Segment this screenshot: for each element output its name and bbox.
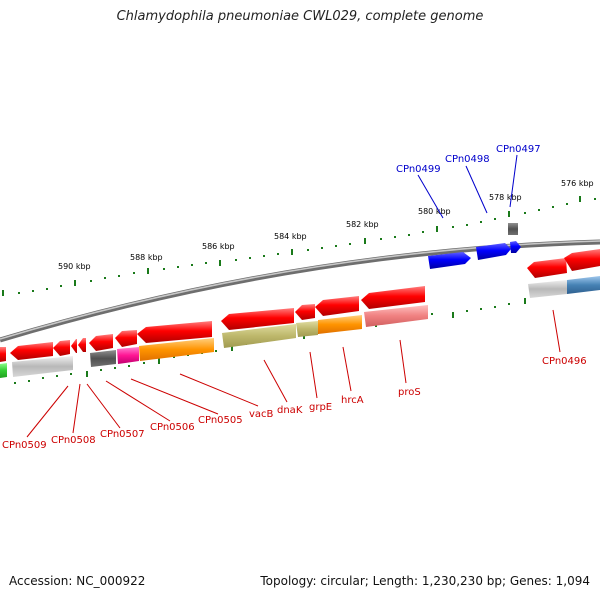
gene-reverse (221, 308, 294, 330)
reverse-leaders (26, 309, 561, 438)
gene-reverse (115, 330, 137, 347)
scale-label: 590 kbp (58, 262, 91, 271)
reverse-labels: CPn0496 proS hrcA grpE dnaK vacB CPn0505… (2, 356, 587, 451)
gene-reverse (10, 342, 53, 360)
forward-genes (428, 223, 521, 269)
feature-bar (364, 305, 428, 327)
feature-bar (0, 363, 7, 378)
gene-label-cpn0506: CPn0506 (150, 422, 195, 433)
gene-forward (428, 252, 471, 269)
forward-labels: CPn0499 CPn0498 CPn0497 (396, 144, 541, 175)
scale-label: 578 kbp (489, 193, 522, 202)
gene-reverse (315, 296, 359, 316)
gene-label-dnak: dnaK (277, 405, 303, 416)
feature-bar (528, 280, 567, 298)
gene-label-cpn0508: CPn0508 (51, 435, 96, 446)
gene-reverse (361, 286, 425, 309)
reverse-genes (0, 249, 600, 362)
gene-reverse (89, 334, 113, 351)
gene-reverse (295, 304, 315, 320)
gene-label-grpe: grpE (309, 402, 332, 413)
accession-text: Accession: NC_000922 (9, 574, 146, 588)
scale-label: 586 kbp (202, 242, 235, 251)
feature-bar (567, 276, 600, 294)
feature-bar (90, 350, 116, 367)
gene-label-hrca: hrcA (341, 395, 364, 406)
gene-reverse (0, 347, 6, 362)
scale-label: 576 kbp (561, 179, 594, 188)
map-title: Chlamydophila pneumoniae CWL029, complet… (116, 9, 484, 24)
scale-label: 580 kbp (418, 207, 451, 216)
gene-reverse (137, 321, 212, 343)
scale-label: 588 kbp (130, 253, 163, 262)
scale-labels: 576 kbp 578 kbp 580 kbp 582 kbp 584 kbp … (58, 179, 594, 271)
gene-label-cpn0499: CPn0499 (396, 164, 441, 175)
gene-label-cpn0505: CPn0505 (198, 415, 243, 426)
scale-label: 584 kbp (274, 232, 307, 241)
gene-reverse (564, 249, 600, 271)
feature-bar (296, 321, 318, 337)
feature-bars (0, 276, 600, 378)
scale-label: 582 kbp (346, 220, 379, 229)
outer-scale-ticks (2, 196, 596, 296)
gene-forward (510, 241, 521, 253)
gene-label-cpn0497: CPn0497 (496, 144, 541, 155)
gene-reverse (527, 258, 567, 278)
feature-bar (117, 347, 139, 364)
feature-bar (12, 356, 73, 377)
gene-forward (476, 243, 511, 260)
gene-reverse (78, 338, 86, 352)
gene-label-cpn0507: CPn0507 (100, 429, 145, 440)
feature-bar (222, 324, 296, 348)
gene-label-cpn0496: CPn0496 (542, 356, 587, 367)
gene-label-vacb: vacB (249, 409, 274, 420)
forward-leaders (417, 154, 518, 219)
gene-label-cpn0509: CPn0509 (2, 440, 47, 451)
gene-label-cpn0498: CPn0498 (445, 154, 490, 165)
feature-bar (318, 315, 362, 334)
gene-label-pros: proS (398, 387, 421, 398)
gene-reverse (53, 340, 70, 356)
feature-bar (139, 338, 214, 361)
gene-reverse (71, 339, 77, 353)
topology-text: Topology: circular; Length: 1,230,230 bp… (260, 574, 590, 588)
gene-marker (508, 223, 518, 235)
